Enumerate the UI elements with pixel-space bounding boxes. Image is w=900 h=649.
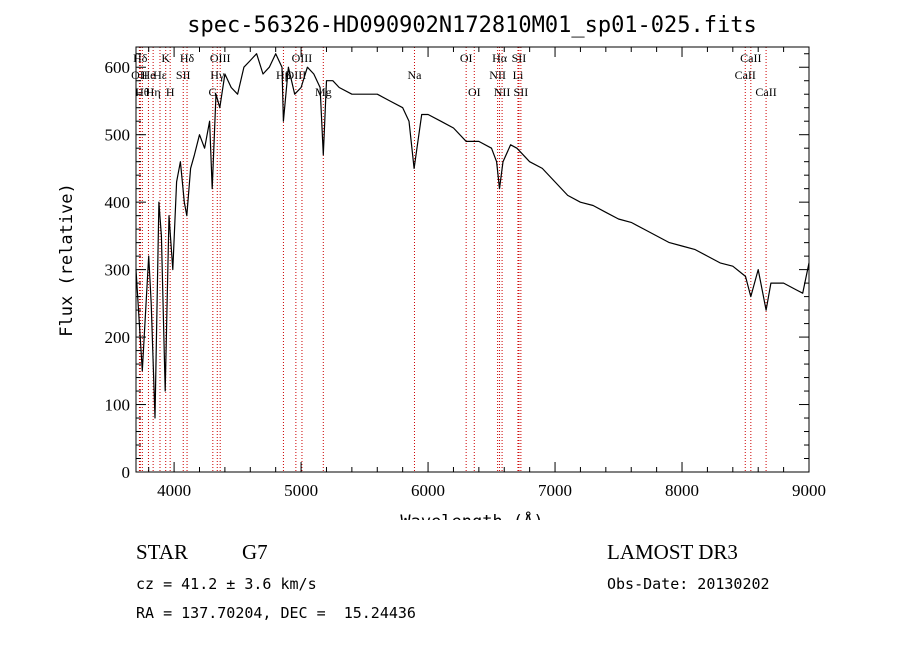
spectrum-chart: spec-56326-HD090902N172810M01_sp01-025.f…	[57, 13, 826, 520]
chart-title: spec-56326-HD090902N172810M01_sp01-025.f…	[187, 13, 757, 38]
spectral-line-label: Na	[407, 68, 422, 82]
object-class: STAR	[136, 540, 188, 564]
y-tick-label: 400	[105, 193, 131, 212]
spectral-line-label: OIII	[210, 51, 231, 65]
spectral-line-label: OI	[460, 51, 473, 65]
spectral-line-label: Mg	[315, 85, 332, 99]
spectral-line-label: OI	[468, 85, 481, 99]
x-axis-label: Wavelength (Å)	[400, 510, 543, 520]
obs-date: Obs-Date: 20130202	[607, 575, 770, 593]
y-axis-label: Flux (relative)	[57, 183, 77, 337]
y-tick-label: 100	[105, 396, 131, 415]
y-tick-label: 600	[105, 58, 131, 77]
plot-frame	[135, 46, 810, 473]
spectral-line-label: SII	[176, 68, 191, 82]
redshift-value: cz = 41.2 ± 3.6 km/s	[136, 575, 317, 593]
spectral-line-markers	[138, 47, 767, 472]
y-tick-label: 200	[105, 328, 131, 347]
x-tick-label: 5000	[284, 481, 318, 500]
subclass: G7	[242, 540, 268, 564]
spectral-line-label: G	[208, 85, 217, 99]
spectral-line-label: Hγ	[210, 68, 225, 82]
x-tick-label: 9000	[792, 481, 826, 500]
spectral-line-label: NII	[489, 68, 506, 82]
y-tick-label: 0	[122, 463, 131, 482]
spectral-line-label: He	[141, 68, 155, 82]
spectral-line-label: NII	[494, 85, 511, 99]
x-tick-label: 7000	[538, 481, 572, 500]
y-tick-label: 500	[105, 126, 131, 145]
spectral-line-label: Hθ	[135, 85, 150, 99]
spectral-line-label: Hδ	[180, 51, 195, 65]
coordinates: RA = 137.70204, DEC = 15.24436	[136, 604, 416, 622]
axis-ticks: 4000 5000 6000 7000 8000 9000 0 100 200 300 400 500…	[105, 47, 826, 500]
series-layer	[135, 53, 810, 419]
series-line-flux	[135, 53, 810, 419]
spectral-line-label: OII	[131, 68, 148, 82]
spectral-line-label: Hδ	[133, 51, 148, 65]
spectral-line-label: SII	[512, 51, 527, 65]
spectral-line-label: Li	[513, 68, 524, 82]
spectral-line-label: CaII	[735, 68, 756, 82]
x-tick-label: 4000	[157, 481, 191, 500]
spectral-line-label: H	[166, 85, 175, 99]
survey-name: LAMOST DR3	[607, 540, 738, 564]
x-tick-label: 8000	[665, 481, 699, 500]
spectral-line-label: Hη	[146, 85, 161, 99]
spectral-line-label: OIII	[292, 51, 313, 65]
spectral-line-label: K	[161, 51, 170, 65]
y-tick-label: 300	[105, 261, 131, 280]
x-tick-label: 6000	[411, 481, 445, 500]
spectral-line-label: CaII	[740, 51, 761, 65]
spectral-line-label: Hα	[492, 51, 508, 65]
spectral-line-label: CaII	[755, 85, 776, 99]
spectral-line-label: Hε	[153, 68, 167, 82]
spectral-line-label: SII	[514, 85, 529, 99]
